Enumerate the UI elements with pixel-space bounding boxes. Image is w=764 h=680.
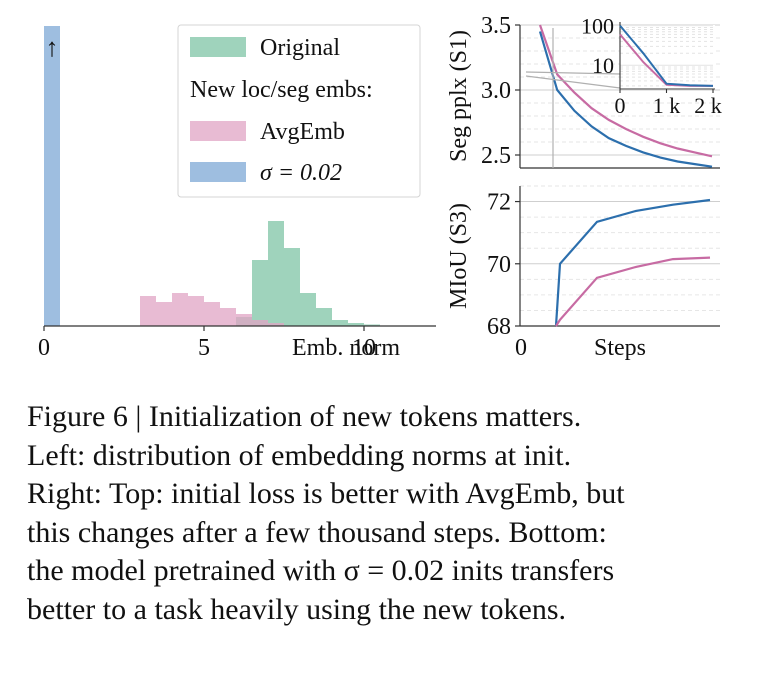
figure-caption: Figure 6 | Initialization of new tokens …	[27, 398, 743, 629]
ppl-y-tick-label: 2.5	[481, 143, 511, 169]
inset-background	[620, 25, 715, 90]
inset-x-tick-label: 1 k	[653, 93, 681, 118]
miou-line-002	[554, 198, 711, 327]
miou-x-label: Steps	[594, 335, 646, 361]
legend-label-avgemb: AvgEmb	[260, 119, 345, 145]
histogram-bars	[44, 26, 380, 326]
figure-canvas: 0 5 10 ↑ Emb. norm Original New loc/seg em…	[38, 13, 722, 361]
hist-bar-original	[364, 324, 380, 326]
hist-bar-avgemb	[236, 314, 252, 326]
miou-y-label: MIoU (S3)	[446, 203, 472, 309]
hist-bar-avgemb	[172, 293, 188, 326]
inset-lines	[619, 24, 714, 87]
inset-connector-lower	[525, 75, 621, 89]
inset-y-tick-label: 10	[592, 53, 614, 78]
ppl-y-label: Seg pplx (S1)	[446, 30, 472, 162]
hist-x-tick-label: 0	[38, 335, 50, 361]
hist-x-ticks: 0 5 10	[38, 326, 376, 361]
miou-lines	[554, 198, 711, 327]
hist-bar-avgemb	[220, 308, 236, 326]
inset-x-tick-label: 2 k	[694, 93, 722, 118]
inset-x-tick-label: 0	[615, 93, 626, 118]
hist-x-label: Emb. norm	[292, 335, 400, 361]
hist-bar-avgemb	[140, 296, 156, 326]
hist-bar-original	[268, 221, 284, 326]
ppl-y-tick-label: 3.5	[481, 13, 511, 39]
hist-legend: Original New loc/seg embs: AvgEmb σ = 0.…	[177, 24, 421, 198]
legend-swatch-avgemb	[190, 121, 246, 141]
legend-swatch-sigma	[190, 162, 246, 182]
ppl-line-avgemb	[538, 24, 713, 158]
ppl-inset: 10 100 0 1 k 2 k	[525, 14, 722, 168]
hist-bar-original	[316, 308, 332, 326]
hist-x-tick-label: 5	[198, 335, 210, 361]
ppl-y-ticks: 2.5 3.0 3.5	[481, 13, 520, 169]
perplexity-panel: 2.5 3.0 3.5 Seg pplx (S1) 10 100 0 1 k 2 k	[446, 13, 722, 169]
legend-frame	[177, 24, 421, 198]
miou-x-tick-0: 0	[515, 335, 527, 361]
legend-swatch-original	[190, 37, 246, 57]
caption-line: Left: distribution of embedding norms at…	[27, 438, 572, 472]
hist-bar-original	[332, 320, 348, 326]
caption-line: Right: Top: initial loss is better with …	[27, 477, 625, 510]
hist-bar-avgemb	[204, 302, 220, 326]
hist-bar-avgemb	[188, 296, 204, 326]
legend-subtitle: New loc/seg embs:	[190, 77, 373, 103]
miou-panel: 68 70 72 0 Steps MIoU (S3)	[446, 185, 720, 361]
ppl-y-tick-label: 3.0	[481, 78, 511, 104]
hist-bar-avgemb	[252, 320, 268, 326]
miou-gridlines	[520, 185, 720, 327]
inset-gridlines	[620, 25, 713, 87]
legend-label-original: Original	[260, 35, 340, 61]
inset-y-tick-label: 100	[581, 14, 614, 39]
inset-ticks: 10 100 0 1 k 2 k	[581, 14, 722, 118]
inset-line-002	[619, 24, 714, 87]
hist-bar-avgemb	[268, 323, 284, 326]
caption-line: Figure 6 | Initialization of new tokens …	[27, 400, 582, 433]
inset-connector-upper	[525, 71, 621, 75]
ppl-line-002	[538, 31, 713, 168]
hist-bar-original	[348, 323, 364, 326]
hist-bar-original	[284, 248, 300, 326]
hist-bar-002	[44, 26, 60, 326]
ppl-lines	[538, 24, 713, 168]
hist-bar-original	[252, 260, 268, 326]
hist-arrow-annotation: ↑	[46, 33, 59, 62]
miou-y-tick-label: 72	[487, 190, 511, 216]
miou-line-avgemb	[555, 256, 711, 327]
miou-y-ticks: 68 70 72	[487, 190, 520, 340]
miou-y-tick-label: 68	[487, 314, 511, 340]
caption-line: the model pretrained with σ = 0.02 inits…	[27, 554, 615, 587]
caption-line: this changes after a few thousand steps.…	[27, 515, 607, 549]
histogram-panel: 0 5 10 ↑ Emb. norm Original New loc/seg em…	[38, 24, 436, 361]
hist-x-tick-label: 10	[352, 335, 376, 361]
miou-y-tick-label: 70	[487, 252, 511, 278]
hist-bar-avgemb	[156, 302, 172, 326]
caption-line: better to a task heavily using the new t…	[27, 592, 567, 626]
hist-bar-original	[300, 293, 316, 326]
legend-label-sigma: σ = 0.02	[260, 160, 342, 186]
